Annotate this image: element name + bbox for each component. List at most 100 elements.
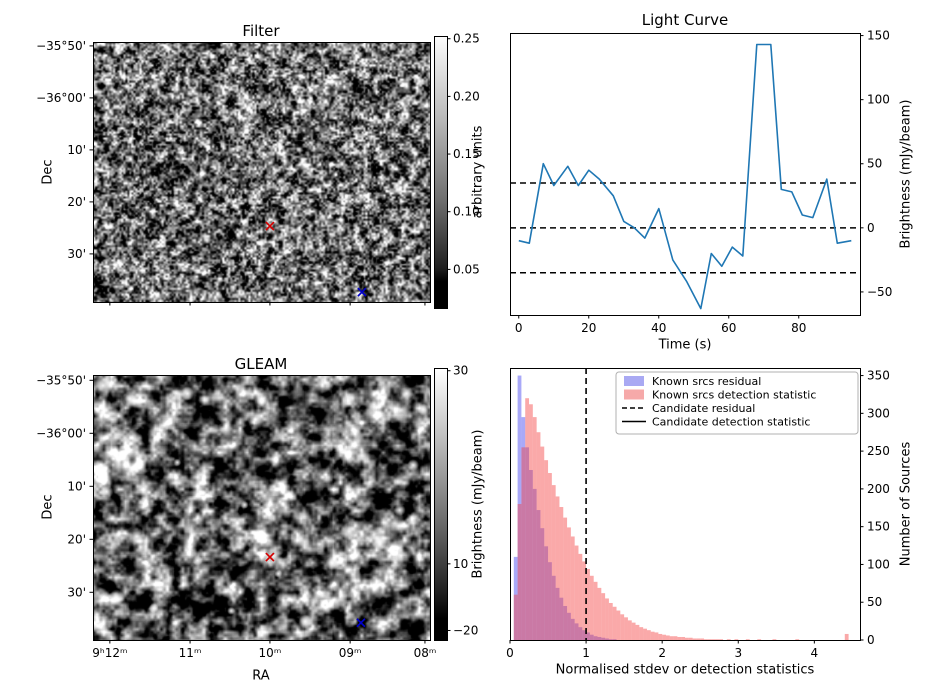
hist-bar bbox=[574, 623, 579, 640]
hist-bar bbox=[646, 630, 651, 640]
gleam-title: GLEAM bbox=[234, 355, 288, 373]
y-tick-label: 50 bbox=[867, 157, 882, 171]
x-tick-label: 0 bbox=[515, 321, 523, 335]
source-marker-x bbox=[265, 552, 275, 562]
hist-bar bbox=[551, 485, 556, 640]
x-tick-label: 40 bbox=[651, 321, 666, 335]
colorbar-tick-label: 0.25 bbox=[453, 32, 480, 46]
gleam-image bbox=[93, 375, 430, 640]
source-marker-x bbox=[356, 618, 366, 628]
y-tick-label: 50 bbox=[867, 595, 882, 609]
hist-bar bbox=[536, 510, 541, 640]
hist-bar bbox=[574, 545, 579, 640]
x-tick-label: 11ᵐ bbox=[179, 646, 202, 660]
x-tick-label: 3 bbox=[734, 646, 742, 660]
hist-bar bbox=[757, 639, 762, 640]
gleam-colorbar-label: Brightness (mJy/beam) bbox=[470, 429, 486, 579]
filter-title: Filter bbox=[242, 22, 280, 40]
hist-bar bbox=[658, 633, 663, 640]
hist-bar bbox=[597, 587, 602, 640]
hist-bar bbox=[559, 597, 564, 640]
y-tick-label: 30' bbox=[67, 247, 86, 261]
y-tick-label: 250 bbox=[867, 444, 890, 458]
colorbar-tick-label: 0.05 bbox=[453, 262, 480, 276]
x-tick-label: 4 bbox=[811, 646, 819, 660]
hist-bar bbox=[635, 624, 640, 640]
hist-bar bbox=[582, 561, 587, 640]
legend-label: Known srcs residual bbox=[652, 375, 761, 388]
y-tick-label: 20' bbox=[67, 195, 86, 209]
hist-bar bbox=[586, 632, 590, 640]
axes-spine bbox=[93, 375, 431, 641]
hist-bar bbox=[673, 636, 678, 640]
y-tick-label: 0 bbox=[867, 633, 875, 647]
hist-bar bbox=[677, 636, 682, 640]
hist-bar bbox=[529, 404, 533, 640]
hist-bar bbox=[517, 504, 522, 640]
hist-bar bbox=[532, 488, 537, 640]
y-tick-label: 100 bbox=[867, 93, 890, 107]
hist-bar bbox=[593, 581, 598, 640]
histogram-xlabel: Normalised stdev or detection statistics bbox=[555, 662, 815, 678]
y-tick-label: 200 bbox=[867, 482, 890, 496]
hist-bar bbox=[570, 536, 575, 640]
hist-bar bbox=[544, 460, 549, 640]
hist-bar bbox=[734, 639, 739, 640]
y-tick-label: 300 bbox=[867, 406, 890, 420]
hist-bar bbox=[605, 638, 609, 640]
colorbar-tick-label: 0.15 bbox=[453, 147, 480, 161]
y-tick-label: 350 bbox=[867, 369, 890, 383]
y-tick-label: −50 bbox=[867, 285, 892, 299]
y-tick-label: 20' bbox=[67, 532, 86, 546]
gleam-xlabel: RA bbox=[252, 668, 270, 684]
x-tick-label: 80 bbox=[791, 321, 806, 335]
hist-bar bbox=[559, 507, 564, 640]
x-tick-label: 2 bbox=[658, 646, 666, 660]
legend-label: Known srcs detection statistic bbox=[652, 389, 816, 402]
hist-bar bbox=[589, 634, 594, 640]
hist-bar bbox=[650, 631, 655, 640]
legend-swatch-patch bbox=[624, 376, 644, 386]
lightcurve-xlabel: Time (s) bbox=[658, 337, 712, 353]
y-tick-label: −36°00' bbox=[36, 426, 86, 440]
source-marker-x bbox=[265, 221, 275, 231]
x-tick-label: 60 bbox=[721, 321, 736, 335]
hist-bar bbox=[551, 575, 556, 640]
hist-bar bbox=[620, 614, 625, 640]
hist-bar bbox=[517, 375, 522, 640]
hist-bar bbox=[612, 639, 617, 640]
hist-bar bbox=[548, 562, 552, 640]
colorbar-tick-label: 10 bbox=[453, 557, 468, 571]
colorbar bbox=[434, 36, 448, 309]
legend-label: Candidate detection statistic bbox=[652, 416, 810, 429]
hist-bar bbox=[544, 546, 549, 640]
hist-bar bbox=[692, 638, 697, 640]
colorbar-tick-label: 30 bbox=[453, 364, 468, 378]
hist-bar bbox=[597, 636, 602, 640]
hist-bar bbox=[700, 638, 705, 640]
hist-bar bbox=[555, 496, 560, 640]
y-tick-label: 150 bbox=[867, 520, 890, 534]
hist-bar bbox=[593, 636, 598, 640]
hist-bar bbox=[608, 639, 613, 640]
hist-bar bbox=[726, 639, 731, 640]
hist-bar bbox=[662, 634, 666, 640]
x-tick-label: 09ᵐ bbox=[339, 646, 362, 660]
hist-bar bbox=[586, 568, 590, 640]
x-tick-label: 08ᵐ bbox=[414, 646, 437, 660]
colorbar-tick-label: 0.20 bbox=[453, 89, 480, 103]
y-tick-label: −35°50' bbox=[36, 373, 86, 387]
hist-bar bbox=[540, 446, 545, 640]
source-marker-x bbox=[357, 287, 367, 297]
hist-bar bbox=[532, 417, 537, 640]
colorbar-tick-label: 0.10 bbox=[453, 205, 480, 219]
y-tick-label: 0 bbox=[867, 221, 875, 235]
hist-bar bbox=[525, 447, 530, 640]
hist-bar bbox=[563, 606, 568, 640]
hist-bar bbox=[567, 527, 571, 640]
y-tick-label: −36°00' bbox=[36, 91, 86, 105]
hist-bar bbox=[612, 606, 617, 640]
x-tick-label: 1 bbox=[582, 646, 590, 660]
hist-bar bbox=[696, 638, 701, 640]
